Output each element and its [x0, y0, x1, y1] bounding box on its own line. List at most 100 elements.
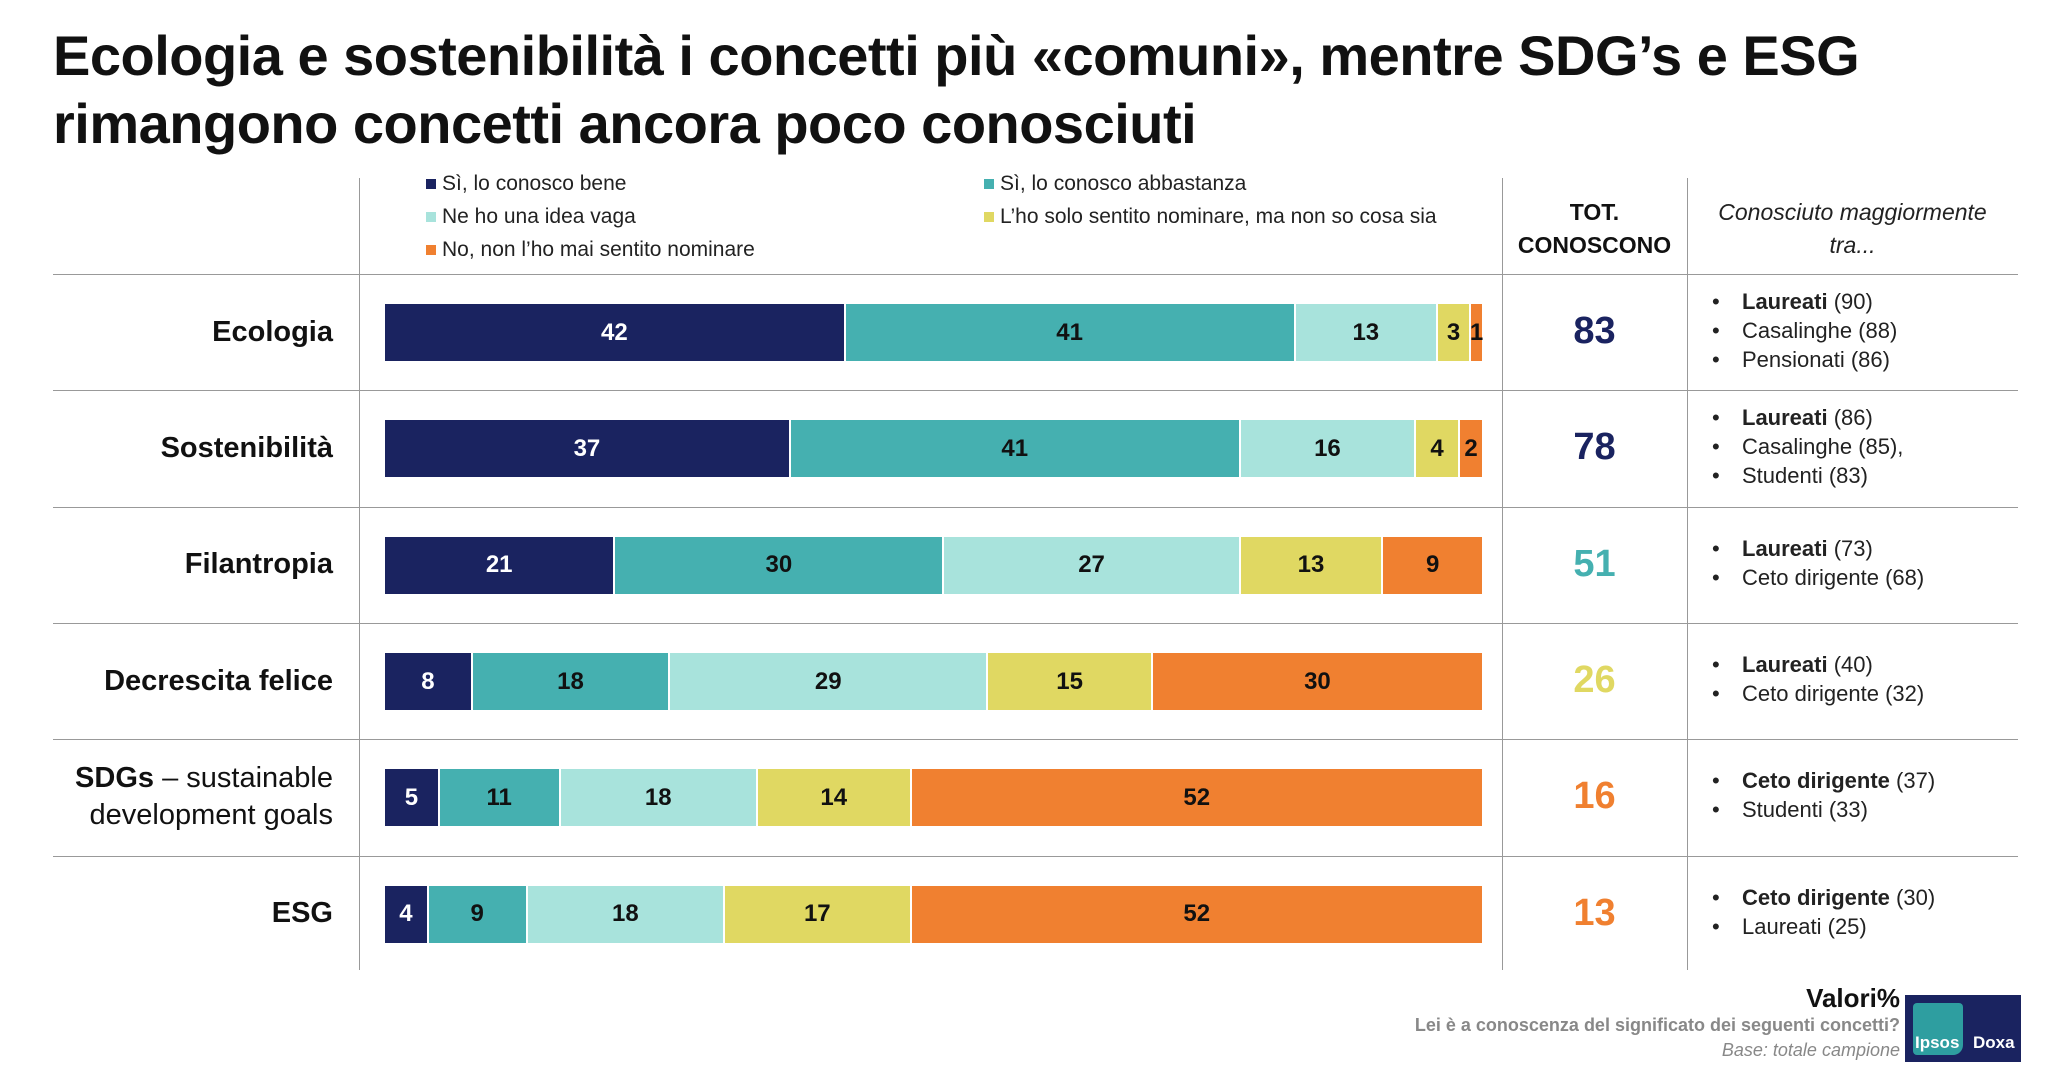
bar-segment: 41 [790, 420, 1241, 478]
row-label-bold: SDGs [75, 762, 155, 795]
tot-conoscono-value: 51 [1573, 542, 1616, 585]
divider [1687, 178, 1688, 970]
bar-segment: 42 [385, 304, 846, 362]
bar-segment: 4 [1416, 420, 1461, 478]
row-divider [53, 622, 2018, 624]
known-item: Laureati (40) [1712, 650, 1924, 679]
page-title: Ecologia e sostenibilità i concetti più … [53, 22, 1860, 158]
known-item: Ceto dirigente (30) [1712, 883, 1935, 912]
row-label: Ecologia [212, 314, 333, 351]
legend-swatch [426, 245, 436, 255]
known-list: Laureati (90)Casalinghe (88)Pensionati (… [1712, 287, 1897, 374]
tot-conoscono-value: 78 [1573, 426, 1616, 469]
known-item: Ceto dirigente (68) [1712, 563, 1924, 592]
tot-conoscono-value: 83 [1573, 310, 1616, 353]
bar-segment: 8 [385, 653, 473, 711]
legend-item: L’ho solo sentito nominare, ma non so co… [984, 205, 1437, 229]
tot-conoscono-value: 16 [1573, 775, 1616, 818]
known-among-list: Laureati (73)Ceto dirigente (68) [1712, 534, 1924, 592]
stacked-bar: 8 18 29 15 30 [385, 653, 1482, 711]
known-item: Laureati (73) [1712, 534, 1924, 563]
known-item-value: (73) [1827, 535, 1873, 561]
bar-segment: 15 [988, 653, 1153, 711]
bar-segment: 11 [439, 769, 561, 827]
stacked-bar: 5 11 18 14 52 [385, 769, 1482, 827]
legend-swatch [426, 212, 436, 222]
known-item: Laureati (90) [1712, 287, 1897, 316]
known-item: Studenti (33) [1712, 795, 1935, 824]
known-item-value: (40) [1827, 652, 1873, 678]
row-label: Decrescita felice [104, 663, 333, 700]
bar-segment: 52 [911, 885, 1482, 943]
row-label-line: Ecologia [212, 314, 333, 351]
title-line-1: Ecologia e sostenibilità i concetti più … [53, 24, 1860, 87]
row-label-line: Decrescita felice [104, 663, 333, 700]
known-item-value: Ceto dirigente (32) [1742, 681, 1925, 707]
row-divider [53, 390, 2018, 392]
row-label: Filantropia [185, 546, 333, 583]
bar-segment: 30 [1152, 653, 1482, 711]
known-item-value: Casalinghe (85), [1742, 433, 1904, 459]
legend-swatch [984, 212, 994, 222]
known-item-value: Laureati (25) [1742, 913, 1867, 939]
legend-item: Ne ho una idea vaga [426, 205, 636, 229]
bar-segment: 17 [725, 885, 912, 943]
row-label-line: SDGs – sustainable [75, 760, 333, 797]
divider [1502, 178, 1503, 970]
bar-segment: 14 [757, 769, 912, 827]
known-item-bold: Laureati [1742, 535, 1828, 561]
row-divider [53, 739, 2018, 741]
known-list: Laureati (86)Casalinghe (85),Studenti (8… [1712, 403, 1903, 490]
known-list: Laureati (40)Ceto dirigente (32) [1712, 650, 1924, 708]
bar-segment: 4 [385, 885, 429, 943]
row-divider [53, 855, 2018, 857]
known-item-value: Casalinghe (88) [1742, 317, 1898, 343]
bar-segment: 13 [1295, 304, 1439, 362]
row-divider [53, 274, 2018, 275]
known-item-value: Studenti (83) [1742, 462, 1868, 488]
title-line-2: rimangono concetti ancora poco conosciut… [53, 92, 1197, 155]
tot-conoscono-header: TOT. CONOSCONO [1502, 196, 1687, 262]
stacked-bar: 37 41 16 4 2 [385, 420, 1482, 478]
bar-segment: 5 [385, 769, 440, 827]
bar-segment: 16 [1240, 420, 1417, 478]
known-list: Ceto dirigente (37)Studenti (33) [1712, 766, 1935, 824]
known-item-value: (37) [1889, 768, 1936, 794]
row-label-bold: ESG [271, 897, 333, 930]
row-label-bold: Decrescita felice [104, 664, 333, 697]
stacked-bar: 42 41 13 3 1 [385, 304, 1483, 362]
known-item: Laureati (25) [1712, 912, 1935, 941]
question-note: Lei è a conoscenza del significato dei s… [1414, 1015, 1900, 1035]
row-label-line: Filantropia [185, 546, 333, 583]
header-text: tra... [1829, 232, 1876, 258]
legend-label: No, non l’ho mai sentito nominare [442, 238, 755, 261]
known-item-value: (90) [1827, 288, 1873, 314]
known-item-value: Studenti (33) [1742, 797, 1868, 823]
bar-segment: 18 [527, 885, 726, 943]
bar-segment: 18 [560, 769, 758, 827]
known-item: Casalinghe (85), [1712, 432, 1903, 461]
header-text: Conosciuto maggiormente [1718, 199, 1987, 225]
known-item-value: Ceto dirigente (68) [1742, 564, 1925, 590]
tot-conoscono-value: 26 [1573, 659, 1616, 702]
bar-segment: 9 [428, 885, 528, 943]
row-label-line: development goals [89, 799, 333, 832]
bar-segment: 2 [1460, 420, 1482, 478]
row-divider [53, 506, 2018, 508]
logo-text: Ipsos [1915, 1033, 1960, 1052]
row-label-line: Sostenibilità [161, 430, 333, 467]
known-item: Ceto dirigente (32) [1712, 679, 1924, 708]
known-item: Studenti (83) [1712, 461, 1903, 490]
header-text: CONOSCONO [1517, 232, 1672, 258]
bar-segment: 29 [670, 653, 989, 711]
bar-segment: 37 [385, 420, 791, 478]
bar-segment: 27 [944, 536, 1241, 594]
row-label: ESG [272, 895, 333, 932]
known-item: Casalinghe (88) [1712, 316, 1897, 345]
known-among-list: Ceto dirigente (30)Laureati (25) [1712, 883, 1935, 941]
bar-segment: 3 [1438, 304, 1472, 362]
bar-segment: 52 [911, 769, 1482, 827]
row-label-bold: Filantropia [184, 548, 333, 581]
known-among-list: Laureati (86)Casalinghe (85),Studenti (8… [1712, 403, 1903, 490]
bar-segment: 30 [615, 536, 945, 594]
